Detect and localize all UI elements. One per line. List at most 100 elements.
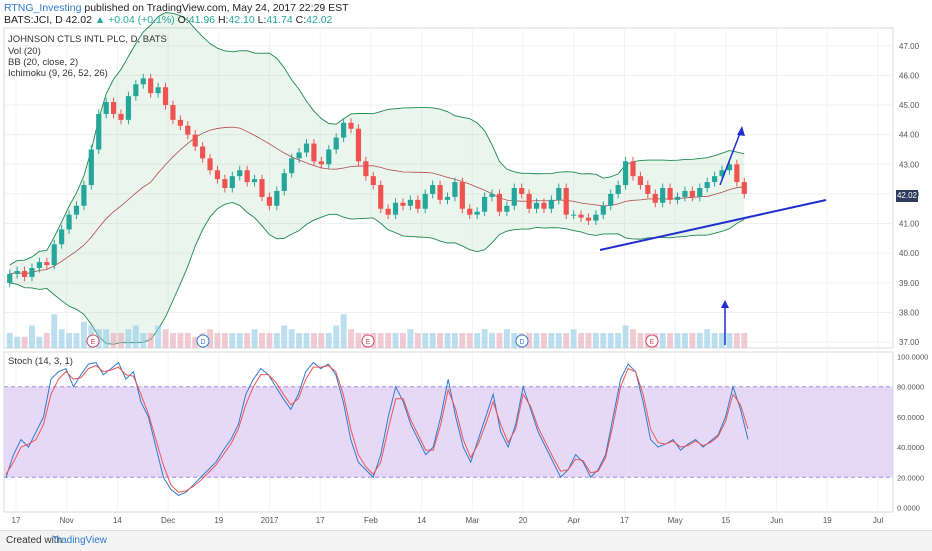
volume-bar (103, 329, 110, 348)
volume-bar (266, 333, 273, 348)
candle-body (370, 176, 376, 186)
candle-body (504, 205, 510, 212)
candle-body (392, 202, 399, 215)
event-marker (86, 334, 100, 348)
candle-body (192, 134, 198, 147)
candle-body (571, 214, 577, 216)
candle-body (251, 179, 258, 183)
candle-body (600, 205, 606, 215)
volume-bar (540, 333, 547, 348)
volume-bar (73, 333, 80, 348)
volume-bar (51, 314, 58, 348)
price-tick-label: 37.00 (899, 338, 920, 347)
price-tick-label: 38.00 (899, 308, 920, 317)
volume-bar (474, 333, 481, 348)
bollinger-fill (9, 12, 745, 345)
candle-body (422, 193, 428, 209)
volume-bar (259, 333, 265, 348)
volume-bar (162, 329, 169, 348)
volume-bar (711, 333, 718, 348)
volume-bar (251, 329, 258, 348)
volume-bar (600, 333, 607, 348)
volume-bar (496, 333, 503, 348)
legend-stochastic[interactable]: Stoch (14, 3, 1) (8, 356, 73, 367)
candle-body (407, 199, 413, 206)
volume-bar (681, 333, 688, 348)
volume-bar (719, 333, 725, 348)
volume-bar (533, 333, 540, 348)
x-tick-label: Jul (873, 516, 883, 525)
last-price-badge: 42.02 (896, 190, 918, 202)
candle-body (244, 170, 250, 183)
price-tick-label: 41.00 (899, 220, 920, 229)
x-tick-label: 14 (417, 516, 426, 525)
candle-body (385, 208, 391, 215)
tradingview-logo[interactable]: TradingView (52, 535, 108, 546)
candle-body (44, 262, 50, 266)
volume-bar (147, 333, 154, 348)
legend-bollinger[interactable]: BB (20, close, 2) (8, 57, 79, 68)
candle-body (378, 185, 384, 209)
candle-body (704, 182, 710, 188)
candle-body (608, 193, 614, 206)
candle-body (110, 102, 117, 114)
open-value: 41.96 (188, 14, 216, 26)
x-tick-label: Apr (568, 516, 581, 525)
price-tick-label: 43.00 (899, 160, 920, 169)
candle-body (533, 202, 540, 209)
candle-body (296, 152, 302, 159)
candle-body (289, 158, 295, 174)
x-tick-label: 19 (823, 516, 832, 525)
volume-bar (192, 336, 199, 348)
footer-created-text: Created with (6, 535, 63, 546)
candle-body (712, 176, 718, 183)
volume-bar (125, 329, 132, 348)
last-price: 42.02 (65, 14, 92, 26)
volume-bar (392, 333, 399, 348)
candle-body (274, 190, 280, 206)
volume-bar (288, 329, 295, 348)
high-value: 42.10 (228, 14, 255, 26)
arrow-head-volume (721, 300, 729, 308)
legend-volume[interactable]: Vol (20) (8, 46, 41, 57)
candle-body (36, 262, 42, 268)
author-link[interactable]: RTNG_Investing (4, 2, 82, 14)
candle-body (615, 185, 621, 194)
candle-body (29, 268, 35, 277)
candle-body (741, 182, 747, 194)
x-tick-label: Jun (770, 516, 783, 525)
candle-body (459, 182, 465, 209)
legend-instrument: JOHNSON CTLS INTL PLC, D, BATS (8, 34, 167, 45)
volume-bar (214, 333, 221, 348)
candle-body (415, 199, 421, 209)
price-tick-label: 39.00 (899, 279, 920, 288)
volume-bar (607, 333, 614, 348)
candle-body (341, 122, 347, 138)
volume-bar (310, 333, 317, 348)
candle-body (578, 214, 584, 218)
stoch-tick-label: 60.0000 (897, 413, 924, 422)
volume-bar (459, 333, 466, 348)
candle-body (21, 270, 28, 277)
volume-bar (221, 333, 228, 348)
event-marker-label: E (91, 339, 96, 346)
x-tick-label: 20 (519, 516, 528, 525)
volume-bar (578, 333, 585, 348)
candle-body (630, 161, 636, 177)
candle-body (326, 149, 332, 165)
volume-bar (236, 333, 243, 348)
volume-bar (118, 333, 124, 348)
candle-body (96, 113, 102, 150)
event-marker (361, 334, 375, 348)
candle-body (481, 196, 488, 212)
volume-bar (281, 325, 288, 348)
candle-body (637, 176, 644, 186)
candle-body (14, 270, 20, 274)
chart-canvas: 47.0046.0045.0044.0043.0042.0041.0040.00… (3, 12, 928, 525)
candle-body (81, 185, 87, 206)
stoch-tick-label: 0.0000 (897, 503, 920, 512)
candle-body (734, 164, 740, 183)
volume-bar (6, 333, 13, 348)
candle-body (214, 170, 221, 180)
legend-ichimoku[interactable]: Ichimoku (9, 26, 52, 26) (8, 68, 108, 79)
